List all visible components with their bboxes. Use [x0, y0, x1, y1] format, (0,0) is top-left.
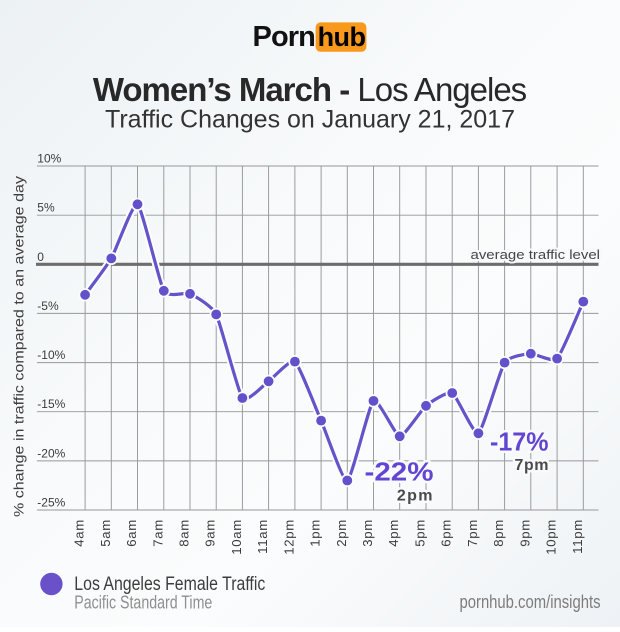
svg-text:-25%: -25% [37, 496, 65, 510]
svg-text:Women’s March - Los Angeles: Women’s March - Los Angeles [93, 71, 527, 108]
svg-text:Los Angeles Female Traffic: Los Angeles Female Traffic [74, 574, 265, 595]
svg-text:4am: 4am [72, 519, 87, 547]
svg-text:-17%: -17% [490, 427, 549, 457]
svg-text:5%: 5% [37, 201, 55, 215]
svg-text:10pm: 10pm [544, 519, 559, 555]
svg-text:11pm: 11pm [570, 519, 585, 554]
svg-text:5pm: 5pm [413, 519, 428, 547]
svg-text:12pm: 12pm [281, 519, 296, 555]
svg-text:6pm: 6pm [439, 519, 454, 547]
svg-text:2pm: 2pm [397, 488, 433, 505]
svg-text:7am: 7am [150, 519, 165, 547]
svg-text:7pm: 7pm [515, 457, 549, 474]
svg-text:9am: 9am [203, 519, 218, 547]
svg-text:4pm: 4pm [386, 519, 401, 547]
svg-text:10am: 10am [229, 519, 244, 555]
svg-text:6am: 6am [124, 519, 139, 547]
svg-text:-10%: -10% [37, 348, 65, 362]
svg-text:2pm: 2pm [334, 519, 349, 547]
svg-text:5am: 5am [98, 519, 113, 547]
svg-text:-15%: -15% [37, 397, 65, 411]
svg-text:Traffic Changes on January 21,: Traffic Changes on January 21, 2017 [105, 106, 515, 134]
svg-text:8pm: 8pm [491, 519, 506, 547]
svg-text:1pm: 1pm [308, 519, 323, 547]
svg-text:% change in traffic compared t: % change in traffic compared to an avera… [12, 176, 27, 517]
svg-text:11am: 11am [255, 519, 270, 554]
svg-text:Porn: Porn [253, 21, 315, 53]
svg-text:Pacific Standard Time: Pacific Standard Time [74, 593, 212, 613]
svg-text:-22%: -22% [365, 457, 434, 487]
svg-text:average traffic level: average traffic level [471, 247, 601, 262]
svg-text:-5%: -5% [37, 299, 59, 313]
svg-text:0: 0 [37, 250, 44, 264]
svg-text:10%: 10% [37, 152, 61, 166]
svg-text:pornhub.com/insights: pornhub.com/insights [460, 592, 601, 612]
svg-text:9pm: 9pm [517, 519, 532, 547]
svg-text:3pm: 3pm [360, 519, 375, 547]
svg-text:8am: 8am [177, 519, 192, 547]
svg-text:-20%: -20% [37, 446, 65, 460]
svg-text:hub: hub [318, 22, 366, 52]
svg-text:7pm: 7pm [465, 519, 480, 547]
